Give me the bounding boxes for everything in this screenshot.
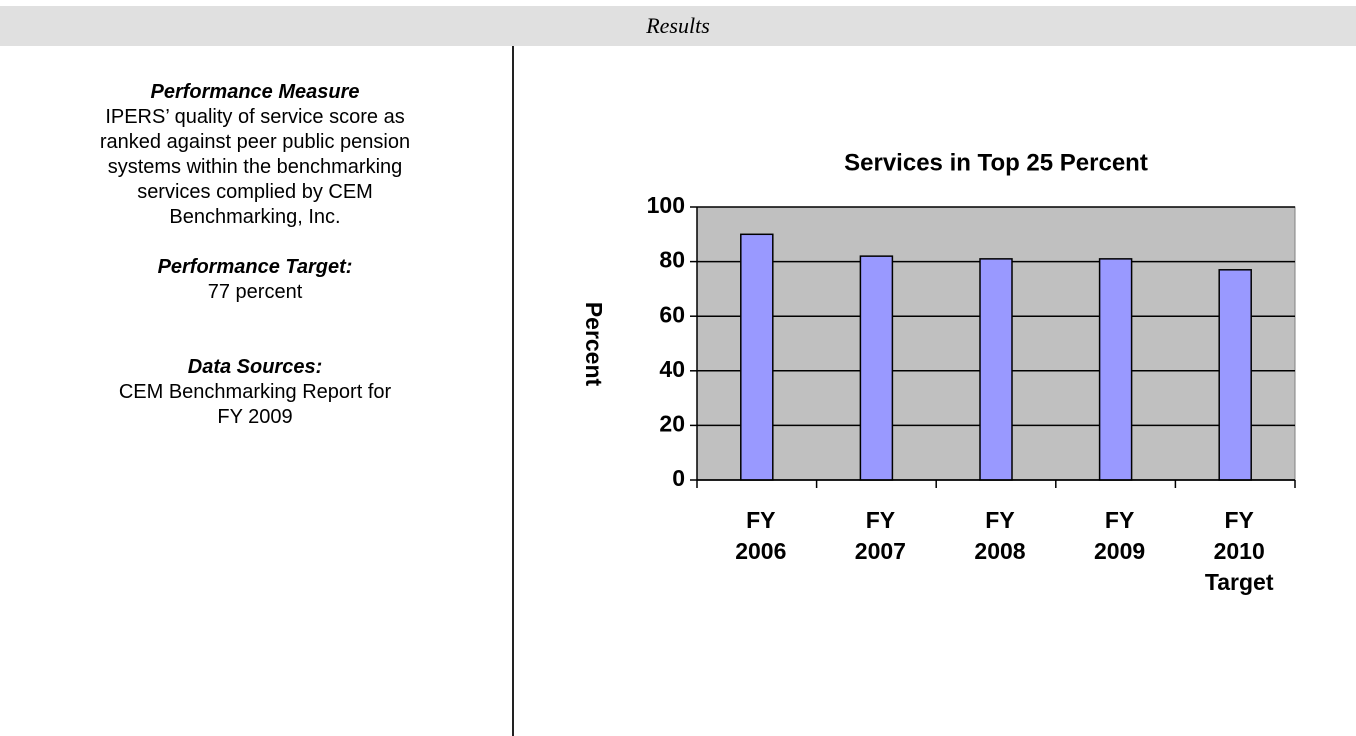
y-tick-label: 100 [647, 192, 685, 218]
y-tick-label: 0 [672, 465, 685, 491]
y-tick-label: 60 [659, 301, 685, 327]
sources-text: CEM Benchmarking Report for FY 2009 [118, 381, 392, 428]
bar [740, 233, 774, 481]
chart-title: Services in Top 25 Percent [844, 149, 1148, 176]
y-tick-label: 20 [659, 410, 685, 436]
left-column: Performance Measure IPERS’ quality of se… [85, 80, 425, 430]
y-tick-label: 80 [659, 247, 685, 273]
target-text: 77 percent [207, 281, 303, 303]
x-tick-label: FY 2008 [974, 507, 1026, 564]
column-divider [512, 46, 514, 736]
sources-heading: Data Sources: [187, 356, 323, 378]
measure-heading: Performance Measure [150, 81, 360, 103]
x-tick-label: FY 2007 [854, 507, 906, 564]
header-title: Results [0, 6, 1356, 46]
bar [859, 255, 894, 481]
y-axis-label: Percent [581, 302, 607, 387]
x-tick-label: FY 2006 [735, 507, 787, 564]
bar [1218, 269, 1252, 481]
x-tick-label: FY 2010 Target [1204, 507, 1274, 595]
y-tick-label: 40 [659, 356, 685, 382]
bar [1098, 258, 1133, 481]
target-heading: Performance Target: [157, 256, 353, 278]
measure-text: IPERS’ quality of service score as ranke… [99, 106, 411, 228]
x-tick-label: FY 2009 [1094, 507, 1146, 564]
bar [979, 258, 1013, 481]
